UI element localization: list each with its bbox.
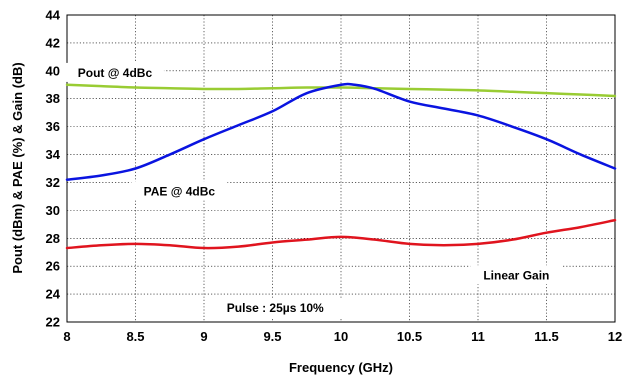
y-tick-labels: 22 24 26 28 30 32 34 36 38 40 42 44 <box>46 8 61 330</box>
series-lines <box>65 82 617 250</box>
pout-label-background <box>65 62 164 82</box>
pae-label: PAE @ 4dBc <box>144 185 216 199</box>
y-tick-label: 34 <box>46 147 61 162</box>
x-tick-label: 12 <box>608 329 622 344</box>
annotations: Pout @ 4dBc PAE @ 4dBc Linear Gain Pulse : … <box>65 62 563 318</box>
x-tick-label: 11.5 <box>534 329 559 344</box>
y-axis-title: Pout (dBm) & PAE (%) & Gain (dB) <box>10 62 25 273</box>
y-tick-label: 44 <box>46 8 61 23</box>
pae-line <box>65 82 617 181</box>
pulse-label-background <box>205 298 346 318</box>
x-tick-label: 9.5 <box>263 329 281 344</box>
y-tick-label: 32 <box>46 175 60 190</box>
x-tick-labels: 8 8.5 9 9.5 10 10.5 11 11.5 12 <box>63 329 622 344</box>
y-tick-label: 42 <box>46 35 60 50</box>
pout-label: Pout @ 4dBc <box>78 66 153 80</box>
y-tick-label: 28 <box>46 231 60 246</box>
linear-gain-label-background <box>470 265 563 285</box>
x-tick-label: 8.5 <box>126 329 144 344</box>
y-tick-label: 36 <box>46 119 60 134</box>
linear-gain-line <box>65 218 617 250</box>
linear-gain-label: Linear Gain <box>483 268 549 282</box>
y-tick-label: 26 <box>46 259 60 274</box>
pae-label-background <box>131 181 228 201</box>
y-tick-label: 30 <box>46 203 60 218</box>
x-tick-label: 10 <box>334 329 348 344</box>
pout-line <box>65 83 617 98</box>
x-tick-label: 10.5 <box>397 329 422 344</box>
x-tick-label: 11 <box>471 329 485 344</box>
x-tick-label: 8 <box>63 329 70 344</box>
pulse-label: Pulse : 25µs 10% <box>227 301 324 315</box>
y-tick-label: 38 <box>46 91 60 106</box>
x-tick-label: 9 <box>200 329 207 344</box>
y-tick-label: 40 <box>46 63 60 78</box>
y-tick-label: 24 <box>46 287 61 302</box>
x-axis-title: Frequency (GHz) <box>289 360 393 375</box>
y-tick-label: 22 <box>46 315 60 330</box>
